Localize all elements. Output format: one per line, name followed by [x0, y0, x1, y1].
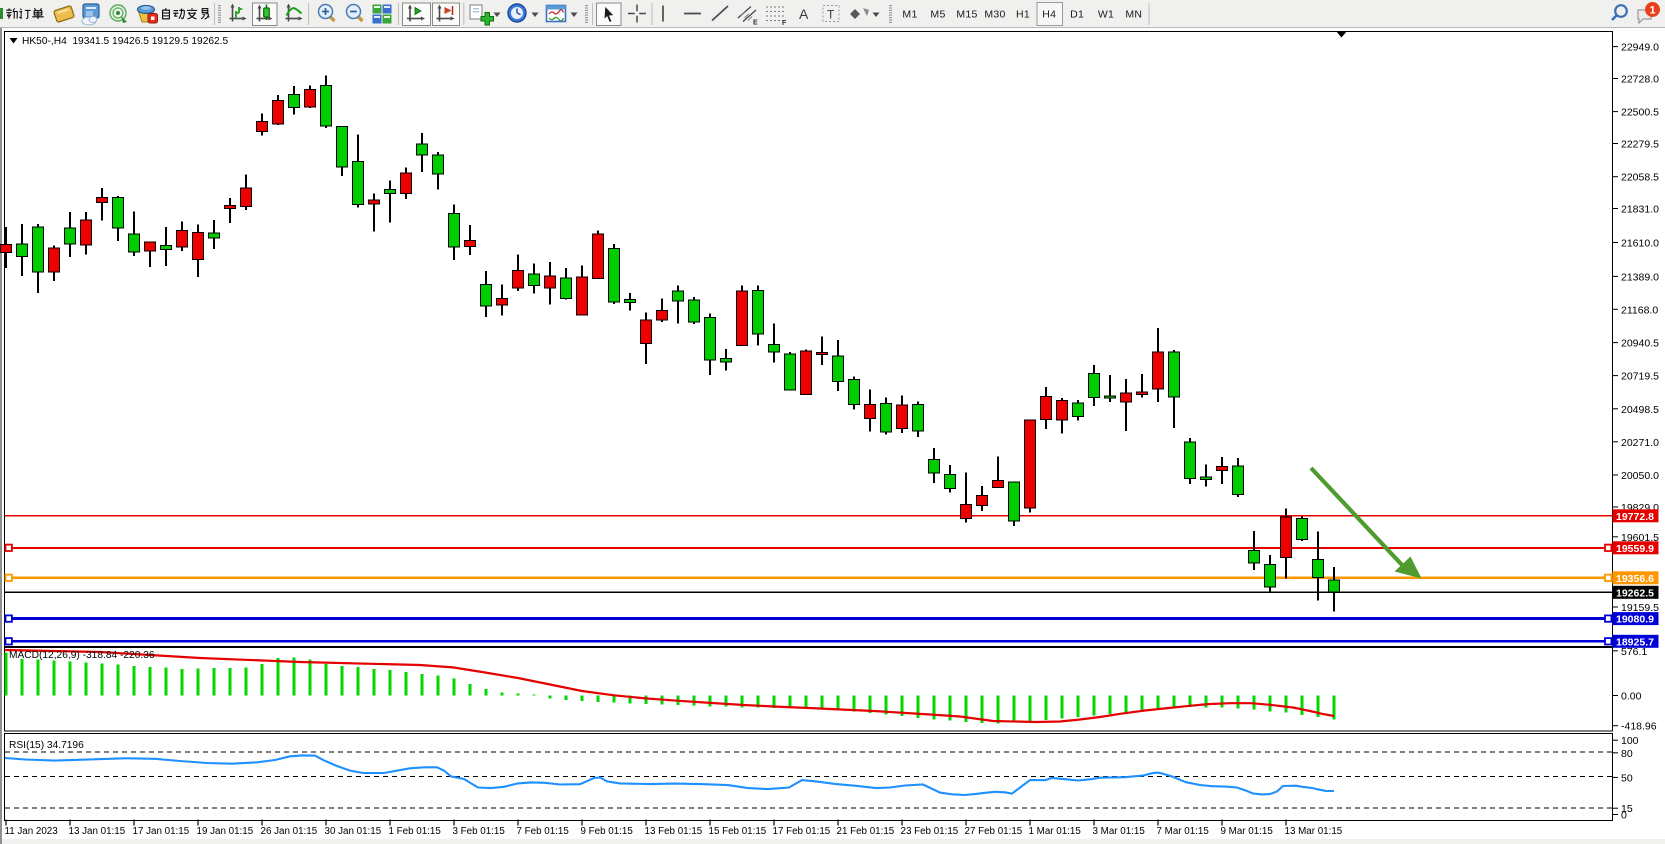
svg-text:21389.0: 21389.0	[1621, 271, 1659, 283]
svg-text:T: T	[827, 8, 835, 22]
svg-text:22728.0: 22728.0	[1621, 74, 1659, 86]
svg-text:23 Feb 01:15: 23 Feb 01:15	[901, 826, 959, 837]
svg-text:H1: H1	[1016, 9, 1030, 21]
svg-text:11 Jan 2023: 11 Jan 2023	[5, 826, 59, 837]
svg-text:26 Jan 01:15: 26 Jan 01:15	[261, 826, 318, 837]
svg-text:W1: W1	[1098, 9, 1114, 21]
svg-text:19080.9: 19080.9	[1616, 614, 1654, 626]
svg-text:19772.8: 19772.8	[1616, 511, 1654, 523]
svg-text:100: 100	[1621, 735, 1639, 747]
svg-text:13 Mar 01:15: 13 Mar 01:15	[1285, 826, 1343, 837]
svg-text:80: 80	[1621, 748, 1633, 760]
svg-text:19159.5: 19159.5	[1621, 602, 1659, 614]
svg-text:H4: H4	[1042, 9, 1056, 21]
svg-text:3 Feb 01:15: 3 Feb 01:15	[453, 826, 506, 837]
svg-text:13 Jan 01:15: 13 Jan 01:15	[69, 826, 126, 837]
svg-text:27 Feb 01:15: 27 Feb 01:15	[965, 826, 1023, 837]
svg-text:21610.0: 21610.0	[1621, 238, 1659, 250]
svg-text:21168.0: 21168.0	[1621, 304, 1658, 316]
svg-text:1 Mar 01:15: 1 Mar 01:15	[1029, 826, 1082, 837]
svg-text:1 Feb 01:15: 1 Feb 01:15	[389, 826, 442, 837]
svg-text:22500.5: 22500.5	[1621, 107, 1659, 119]
svg-text:15: 15	[1621, 803, 1633, 815]
svg-text:22058.5: 22058.5	[1621, 172, 1659, 184]
svg-text:0: 0	[1621, 810, 1627, 822]
svg-text:D1: D1	[1070, 9, 1084, 21]
svg-text:M15: M15	[956, 9, 977, 21]
svg-text:RSI(15) 34.7196: RSI(15) 34.7196	[9, 740, 84, 751]
svg-text:20271.0: 20271.0	[1621, 437, 1659, 449]
svg-text:MN: MN	[1125, 9, 1142, 21]
svg-text:19 Jan 01:15: 19 Jan 01:15	[197, 826, 254, 837]
svg-text:576.1: 576.1	[1621, 646, 1647, 658]
svg-text:9 Mar 01:15: 9 Mar 01:15	[1221, 826, 1274, 837]
svg-text:30 Jan 01:15: 30 Jan 01:15	[325, 826, 382, 837]
svg-text:M30: M30	[984, 9, 1005, 21]
svg-text:E: E	[753, 20, 758, 27]
svg-text:21 Feb 01:15: 21 Feb 01:15	[837, 826, 895, 837]
svg-text:MACD(12,26,9) -318.84 -220.36: MACD(12,26,9) -318.84 -220.36	[9, 650, 155, 661]
svg-text:20498.5: 20498.5	[1621, 404, 1659, 416]
svg-text:19356.6: 19356.6	[1616, 573, 1654, 585]
svg-text:20719.5: 20719.5	[1621, 371, 1659, 383]
svg-text:20940.5: 20940.5	[1621, 338, 1659, 350]
svg-text:21831.0: 21831.0	[1621, 204, 1659, 216]
svg-text:1: 1	[1649, 5, 1655, 17]
svg-text:9 Feb 01:15: 9 Feb 01:15	[581, 826, 634, 837]
svg-text:3 Mar 01:15: 3 Mar 01:15	[1093, 826, 1146, 837]
svg-text:50: 50	[1621, 772, 1633, 784]
svg-text:7 Mar 01:15: 7 Mar 01:15	[1157, 826, 1210, 837]
svg-text:18925.7: 18925.7	[1616, 636, 1654, 648]
svg-text:-418.96: -418.96	[1621, 721, 1657, 733]
svg-text:0.00: 0.00	[1621, 691, 1642, 703]
svg-text:7 Feb 01:15: 7 Feb 01:15	[517, 826, 570, 837]
svg-text:HK50-,H4 19341.5 19426.5 1912: HK50-,H4 19341.5 19426.5 19129.5 19262.5	[22, 36, 229, 47]
svg-text:20050.0: 20050.0	[1621, 470, 1659, 482]
svg-text:17 Feb 01:15: 17 Feb 01:15	[773, 826, 831, 837]
svg-text:F: F	[782, 20, 787, 27]
svg-text:M1: M1	[902, 9, 917, 21]
svg-text:19601.5: 19601.5	[1621, 532, 1659, 544]
svg-text:15 Feb 01:15: 15 Feb 01:15	[709, 826, 767, 837]
svg-text:17 Jan 01:15: 17 Jan 01:15	[133, 826, 190, 837]
svg-text:22949.0: 22949.0	[1621, 42, 1659, 54]
svg-text:19262.5: 19262.5	[1616, 587, 1654, 599]
svg-text:22279.5: 22279.5	[1621, 139, 1659, 151]
svg-text:A: A	[799, 6, 809, 22]
svg-text:M5: M5	[930, 9, 945, 21]
svg-text:13 Feb 01:15: 13 Feb 01:15	[645, 826, 703, 837]
svg-text:19559.9: 19559.9	[1616, 543, 1654, 555]
